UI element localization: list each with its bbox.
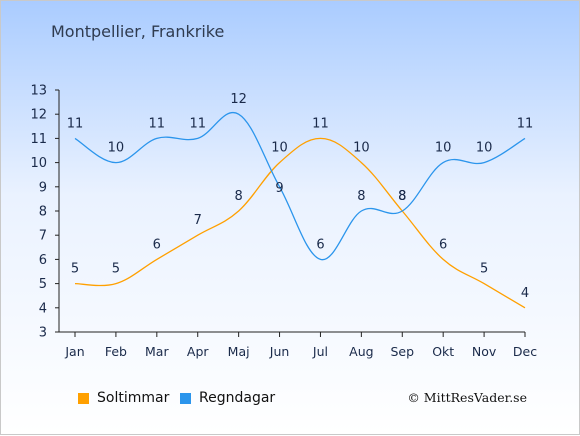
y-tick-label: 5 xyxy=(39,277,47,292)
x-tick-label: Nov xyxy=(472,344,497,359)
legend-swatch-rain xyxy=(180,392,191,404)
y-tick-label: 10 xyxy=(30,156,47,171)
series-line-rain xyxy=(74,111,526,261)
legend-label-sun: Soltimmar xyxy=(97,390,170,406)
data-label-rain: 10 xyxy=(476,141,493,156)
data-label-sun: 5 xyxy=(71,262,79,277)
credit-text: © MittResVader.se xyxy=(407,390,527,405)
data-label-sun: 4 xyxy=(521,286,529,301)
chart-title: Montpellier, Frankrike xyxy=(51,22,225,41)
y-tick-label: 6 xyxy=(39,253,47,268)
x-tick-label: Sep xyxy=(390,344,414,359)
x-tick-label: Feb xyxy=(105,344,127,359)
data-label-sun: 6 xyxy=(153,237,161,252)
x-tick-label: Maj xyxy=(228,344,250,359)
data-label-rain: 10 xyxy=(108,141,125,156)
y-tick-label: 13 xyxy=(30,84,47,99)
x-tick-label: Jun xyxy=(269,344,290,359)
x-tick-label: Mar xyxy=(145,344,169,359)
data-label-rain: 11 xyxy=(149,116,166,131)
x-tick-label: Dec xyxy=(513,344,537,359)
data-label-rain: 8 xyxy=(357,189,365,204)
y-tick-label: 11 xyxy=(30,132,47,147)
data-label-sun: 7 xyxy=(194,213,202,228)
legend-item-sun: Soltimmar xyxy=(78,390,169,406)
legend-label-rain: Regndagar xyxy=(199,390,276,406)
data-label-sun: 6 xyxy=(439,237,447,252)
data-label-sun: 8 xyxy=(234,189,242,204)
data-label-rain: 6 xyxy=(316,237,324,252)
data-label-sun: 11 xyxy=(312,116,329,131)
x-tick-label: Okt xyxy=(432,344,454,359)
y-tick-label: 3 xyxy=(39,326,47,341)
legend-item-rain: Regndagar xyxy=(180,390,275,406)
data-label-rain: 11 xyxy=(67,116,84,131)
data-label-sun: 10 xyxy=(353,141,370,156)
y-tick-label: 12 xyxy=(30,108,47,123)
series-line-sun xyxy=(74,137,526,309)
y-tick-label: 9 xyxy=(39,180,47,195)
x-tick-label: Apr xyxy=(187,344,209,359)
x-tick-label: Jul xyxy=(312,344,328,359)
y-tick-label: 4 xyxy=(39,301,47,316)
data-label-sun: 5 xyxy=(480,262,488,277)
data-label-rain: 11 xyxy=(189,116,206,131)
data-label-rain: 10 xyxy=(435,141,452,156)
x-tick-label: Jan xyxy=(64,344,84,359)
data-label-sun: 5 xyxy=(112,262,120,277)
data-label-sun: 8 xyxy=(398,189,406,204)
x-tick-label: Aug xyxy=(349,344,373,359)
data-label-rain: 9 xyxy=(275,181,283,196)
data-label-sun: 10 xyxy=(271,141,288,156)
data-label-rain: 8 xyxy=(398,189,406,204)
data-label-rain: 12 xyxy=(230,92,247,107)
y-tick-label: 7 xyxy=(39,229,47,244)
data-label-rain: 11 xyxy=(517,116,534,131)
y-tick-label: 8 xyxy=(39,205,47,220)
legend-swatch-sun xyxy=(78,392,89,404)
